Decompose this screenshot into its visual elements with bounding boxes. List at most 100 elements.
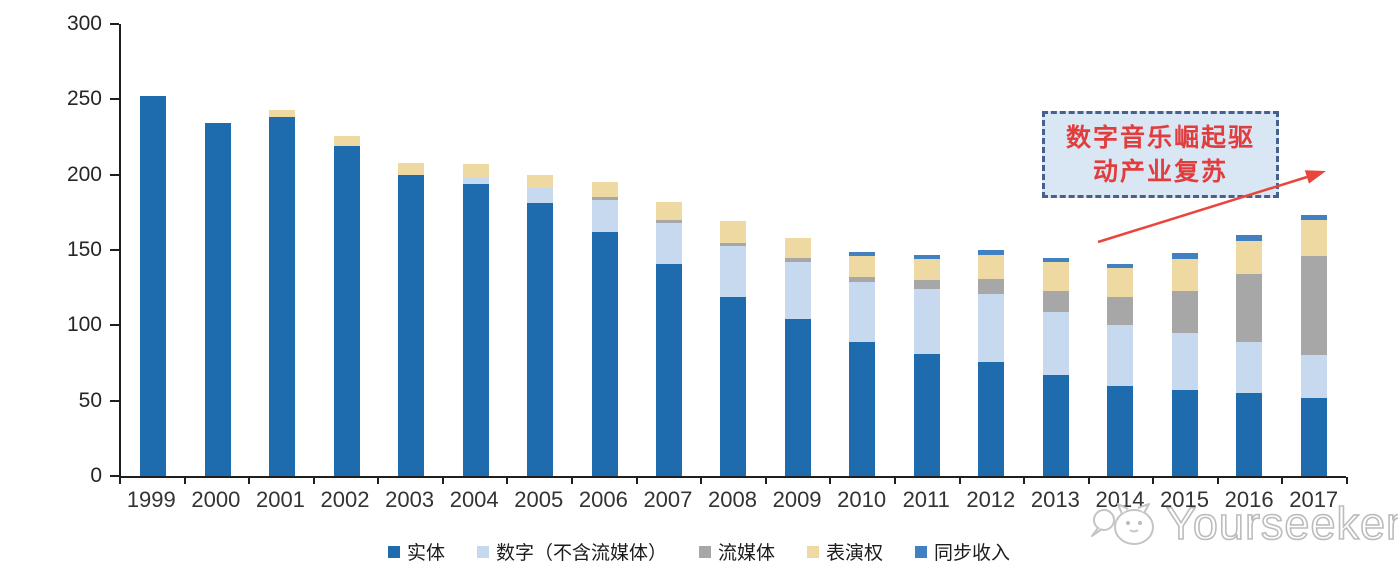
bar-segment-physical xyxy=(333,146,360,476)
bar-slot-2017 xyxy=(1281,24,1345,476)
bar-segment-physical xyxy=(784,319,811,476)
bar-slot-2000 xyxy=(185,24,249,476)
plot-area xyxy=(119,24,1346,478)
annotation-line1: 数字音乐崛起驱 xyxy=(1065,123,1255,152)
bar-segment-physical xyxy=(720,296,747,476)
y-tick-mark xyxy=(110,399,119,402)
bar-segment-performance-rights xyxy=(1042,262,1069,291)
bar-segment-streaming xyxy=(1236,274,1263,342)
bar-slot-2012 xyxy=(959,24,1023,476)
x-tick-label-2005: 2005 xyxy=(514,487,564,512)
stacked-bar-2011 xyxy=(913,254,940,476)
x-tick-label-2001: 2001 xyxy=(255,487,305,512)
x-tick-label-2003: 2003 xyxy=(385,487,435,512)
legend-label-streaming: 流媒体 xyxy=(717,543,775,564)
stacked-bar-2006 xyxy=(591,182,618,476)
x-tick-mark xyxy=(1023,477,1026,484)
bar-segment-performance-rights xyxy=(462,164,489,178)
stacked-bar-2010 xyxy=(849,251,876,476)
x-tick-label-2000: 2000 xyxy=(191,487,241,512)
stacked-bar-2000 xyxy=(204,123,231,476)
stacked-bar-2015 xyxy=(1171,253,1198,476)
stacked-bar-2001 xyxy=(269,109,296,476)
bar-segment-streaming xyxy=(978,278,1005,294)
x-tick-label-2009: 2009 xyxy=(772,487,822,512)
bar-slot-2010 xyxy=(830,24,894,476)
bar-segment-streaming xyxy=(591,197,618,201)
y-tick-label: 0 xyxy=(90,464,102,487)
y-tick-label: 100 xyxy=(66,313,102,337)
bar-segment-digital-excl-streaming xyxy=(1171,332,1198,391)
bar-segment-performance-rights xyxy=(1171,259,1198,291)
bar-segment-physical xyxy=(978,361,1005,476)
stacked-bar-2003 xyxy=(398,162,425,476)
bar-segment-streaming xyxy=(1300,256,1327,356)
x-tick-label-2004: 2004 xyxy=(449,487,499,512)
bar-slot-2014 xyxy=(1088,24,1152,476)
x-tick-label-2017: 2017 xyxy=(1289,487,1339,512)
bar-segment-physical xyxy=(462,183,489,476)
stacked-bar-2004 xyxy=(462,164,489,476)
bar-segment-digital-excl-streaming xyxy=(913,289,940,354)
bar-segment-performance-rights xyxy=(398,162,425,175)
bar-segment-digital-excl-streaming xyxy=(1236,341,1263,394)
bar-segment-sync-revenue xyxy=(1171,253,1198,260)
legend-label-physical: 实体 xyxy=(406,543,445,564)
bar-segment-performance-rights xyxy=(978,254,1005,279)
y-tick-label: 300 xyxy=(66,12,102,35)
x-tick-mark xyxy=(700,477,703,484)
bar-segment-performance-rights xyxy=(849,256,876,278)
bar-segment-physical xyxy=(140,96,167,476)
legend-item-performance-rights: 表演权 xyxy=(807,538,883,565)
bar-segment-sync-revenue xyxy=(1300,215,1327,220)
bar-segment-digital-excl-streaming xyxy=(462,177,489,184)
stacked-bar-2002 xyxy=(333,135,360,476)
stacked-bar-2009 xyxy=(784,237,811,476)
annotation-callout: 数字音乐崛起驱 动产业复苏 xyxy=(1042,111,1279,198)
bar-segment-performance-rights xyxy=(1236,240,1263,275)
bar-segment-digital-excl-streaming xyxy=(849,281,876,342)
bar-segment-digital-excl-streaming xyxy=(784,262,811,320)
bar-segment-physical xyxy=(527,203,554,476)
bar-slot-2002 xyxy=(314,24,378,476)
x-tick-mark xyxy=(248,477,251,484)
legend-item-sync-revenue: 同步收入 xyxy=(915,538,1010,565)
legend-label-performance-rights: 表演权 xyxy=(826,543,884,564)
x-tick-label-2012: 2012 xyxy=(966,487,1016,512)
legend-swatch-digital-excl-streaming xyxy=(476,545,489,558)
x-tick-label-2002: 2002 xyxy=(320,487,370,512)
bar-segment-digital-excl-streaming xyxy=(720,245,747,297)
bar-slot-2004 xyxy=(443,24,507,476)
bar-slot-2015 xyxy=(1153,24,1217,476)
bar-segment-digital-excl-streaming xyxy=(1107,325,1134,386)
stacked-bar-2005 xyxy=(527,174,554,476)
bar-segment-performance-rights xyxy=(591,182,618,198)
bar-segment-physical xyxy=(1171,390,1198,476)
y-tick-label: 150 xyxy=(66,238,102,261)
legend-swatch-physical xyxy=(387,545,400,558)
y-tick-mark xyxy=(110,475,119,477)
bar-segment-performance-rights xyxy=(1300,219,1327,257)
bar-segment-digital-excl-streaming xyxy=(978,293,1005,362)
stacked-bar-2012 xyxy=(978,250,1005,476)
x-tick-label-1999: 1999 xyxy=(126,487,176,512)
x-tick-mark xyxy=(312,477,315,484)
x-tick-mark xyxy=(1152,477,1155,484)
x-tick-label-2007: 2007 xyxy=(643,487,693,512)
x-tick-label-2016: 2016 xyxy=(1224,487,1274,512)
y-tick-mark xyxy=(110,98,119,101)
legend: 实体 数字（不含流媒体） 流媒体 表演权 同步收入 xyxy=(0,538,1398,565)
watermark-text: Yourseeker xyxy=(1165,497,1398,550)
bar-segment-streaming xyxy=(720,242,747,246)
bar-segment-digital-excl-streaming xyxy=(527,188,554,204)
y-tick-label: 250 xyxy=(66,87,102,111)
stacked-bar-2016 xyxy=(1236,234,1263,476)
bar-segment-performance-rights xyxy=(269,109,296,118)
legend-swatch-streaming xyxy=(698,545,711,558)
x-tick-mark xyxy=(829,477,832,484)
bar-segment-streaming xyxy=(913,280,940,290)
bar-slot-2001 xyxy=(250,24,314,476)
stacked-bar-1999 xyxy=(140,96,167,476)
bar-slot-2009 xyxy=(766,24,830,476)
bar-segment-streaming xyxy=(1171,290,1198,333)
